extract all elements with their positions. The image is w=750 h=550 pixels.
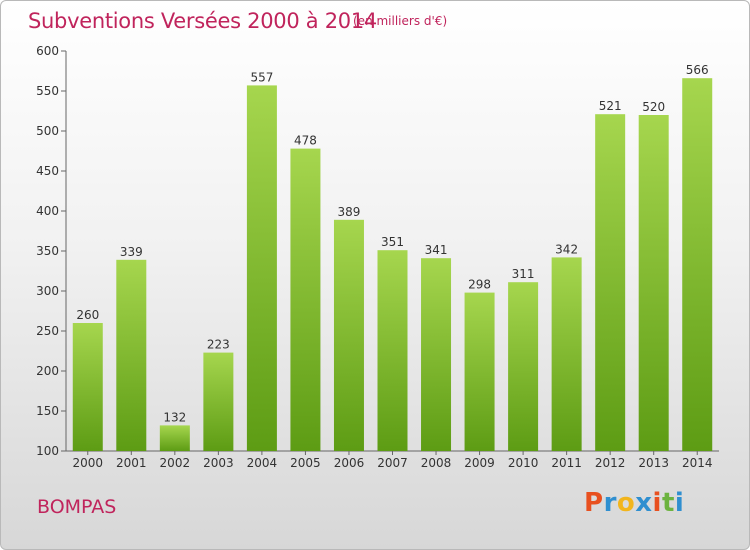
bar <box>377 250 408 451</box>
y-tick-label: 200 <box>36 364 59 378</box>
logo-letter: x <box>635 488 653 518</box>
data-label: 260 <box>76 308 99 322</box>
town-name: BOMPAS <box>37 496 117 518</box>
logo-letter: r <box>603 488 617 518</box>
data-label: 351 <box>381 235 404 249</box>
y-tick-label: 350 <box>36 244 59 258</box>
data-label: 520 <box>642 100 665 114</box>
x-tick-label: 2011 <box>551 456 582 470</box>
data-label: 223 <box>207 338 230 352</box>
bar <box>159 425 190 451</box>
x-tick-label: 2000 <box>72 456 103 470</box>
x-tick-label: 2014 <box>682 456 713 470</box>
x-tick-label: 2004 <box>247 456 278 470</box>
logo-letter: t <box>661 488 675 518</box>
x-tick-label: 2007 <box>377 456 408 470</box>
y-tick-label: 450 <box>36 164 59 178</box>
bar <box>333 219 364 451</box>
chart-bars <box>72 78 713 452</box>
data-label: 557 <box>250 70 273 84</box>
data-label: 566 <box>686 63 709 77</box>
bar <box>551 257 582 451</box>
logo-letter: i <box>652 488 662 518</box>
chart-subtitle: (en milliers d'€) <box>353 14 448 28</box>
x-tick-label: 2005 <box>290 456 321 470</box>
x-tick-label: 2012 <box>595 456 626 470</box>
bar <box>421 258 452 451</box>
bar <box>72 323 103 451</box>
bar <box>290 148 321 451</box>
data-label: 478 <box>294 134 317 148</box>
x-tick-label: 2006 <box>334 456 365 470</box>
bar <box>203 352 234 451</box>
proxiti-logo[interactable]: Proxiti <box>584 488 684 518</box>
chart-axes: 100 150 200 250 300 350 400 450 500 550 600 2000 200… <box>36 44 719 470</box>
chart-value-labels: 260 339 132 223 557 478 389 351 341 298 311 342 521 5… <box>76 63 708 424</box>
y-tick-label: 600 <box>36 44 59 58</box>
data-label: 521 <box>599 99 622 113</box>
bar <box>464 292 495 451</box>
y-tick-label: 500 <box>36 124 59 138</box>
bar <box>116 259 147 451</box>
y-tick-label: 550 <box>36 84 59 98</box>
bar <box>508 282 539 451</box>
data-label: 311 <box>512 267 535 281</box>
data-label: 132 <box>163 410 186 424</box>
bar <box>682 78 713 451</box>
x-tick-label: 2003 <box>203 456 234 470</box>
bar <box>246 85 277 452</box>
data-label: 342 <box>555 242 578 256</box>
chart-title: Subventions Versées 2000 à 2014 <box>28 9 377 33</box>
x-tick-label: 2013 <box>638 456 669 470</box>
logo-letter: i <box>674 488 685 518</box>
data-label: 298 <box>468 278 491 292</box>
x-tick-label: 2010 <box>508 456 539 470</box>
y-tick-label: 300 <box>36 284 59 298</box>
x-tick-label: 2002 <box>160 456 191 470</box>
data-label: 341 <box>425 243 448 257</box>
x-tick-label: 2001 <box>116 456 147 470</box>
x-tick-label: 2008 <box>421 456 452 470</box>
logo-letter: P <box>584 488 604 518</box>
y-tick-label: 150 <box>36 404 59 418</box>
x-tick-label: 2009 <box>464 456 495 470</box>
bar <box>638 115 669 451</box>
data-label: 339 <box>120 245 143 259</box>
data-label: 389 <box>338 205 361 219</box>
y-tick-label: 100 <box>36 444 59 458</box>
y-tick-label: 250 <box>36 324 59 338</box>
y-tick-label: 400 <box>36 204 59 218</box>
bar <box>595 114 626 451</box>
logo-letter: o <box>616 488 636 518</box>
